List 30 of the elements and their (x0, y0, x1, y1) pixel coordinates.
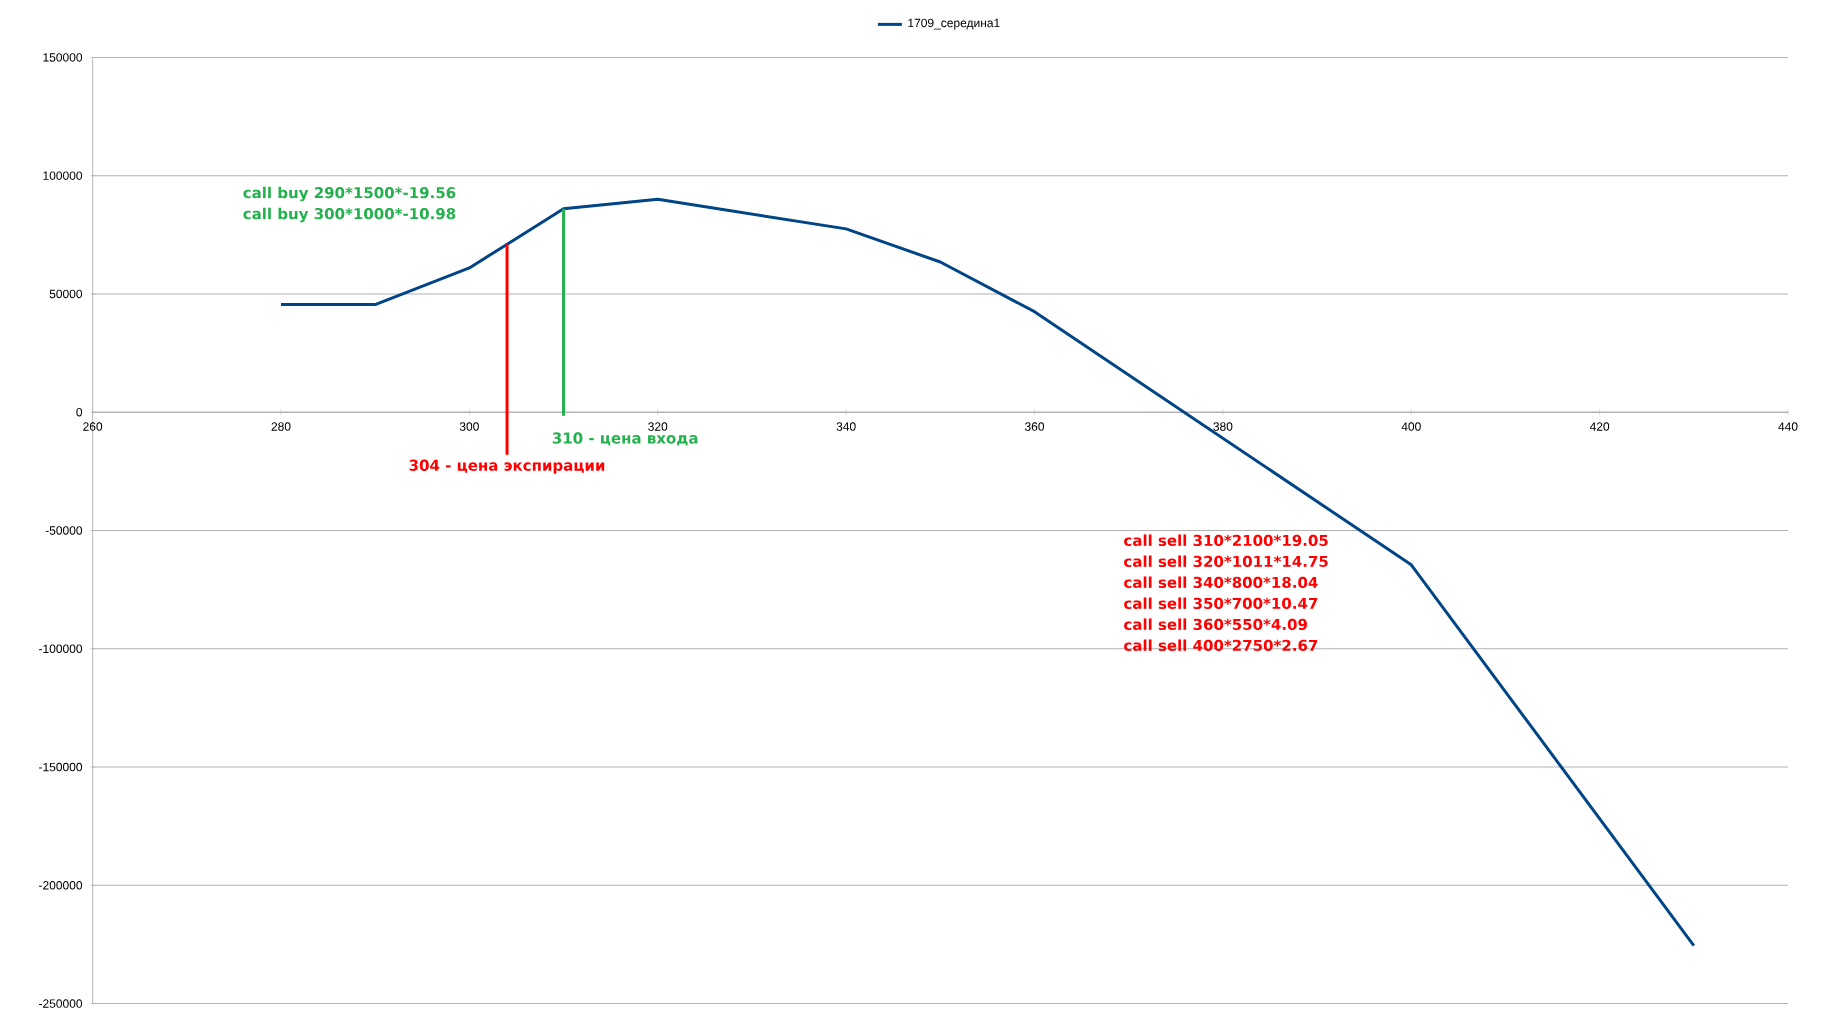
x-tick-label: 280 (271, 422, 291, 431)
annotation: call buy 300*1000*-10.98 (243, 207, 456, 223)
y-tick-label: 0 (76, 407, 83, 417)
x-tick-label: 260 (83, 422, 103, 431)
annotation: call sell 400*2750*2.67 (1124, 639, 1318, 652)
x-tick-label: 360 (1024, 422, 1045, 431)
annotation: call sell 310*2100*19.05 (1124, 534, 1328, 547)
y-tick-label: 100000 (43, 171, 83, 180)
y-tick-label: -150000 (39, 762, 83, 772)
x-tick-label: 380 (1213, 422, 1233, 431)
y-tick-label: 150000 (43, 53, 83, 62)
ref-line-label: 310 - цена входа (552, 432, 698, 446)
y-tick-label: 50000 (49, 289, 83, 299)
x-tick-label: 400 (1401, 422, 1421, 431)
y-tick-label: -250000 (39, 999, 83, 1008)
ref-line-label: 304 - цена экспирации (409, 459, 605, 474)
annotation: call sell 350*700*10.47 (1124, 597, 1318, 610)
x-tick-label: 300 (459, 422, 479, 431)
y-tick-label: -50000 (45, 526, 83, 535)
y-tick-label: -200000 (39, 881, 83, 890)
x-tick-label: 340 (836, 422, 856, 431)
annotation: call buy 290*1500*-19.56 (243, 186, 456, 202)
annotation: call sell 340*800*18.04 (1124, 576, 1318, 589)
annotation: call sell 320*1011*14.75 (1124, 555, 1328, 568)
legend-label: 1709_середина1 (908, 18, 1000, 30)
annotation: call sell 360*550*4.09 (1124, 618, 1307, 631)
x-tick-label: 320 (648, 422, 668, 431)
x-tick-label: 420 (1589, 422, 1610, 431)
x-tick-label: 440 (1778, 422, 1798, 431)
y-tick-label: -100000 (39, 644, 83, 654)
